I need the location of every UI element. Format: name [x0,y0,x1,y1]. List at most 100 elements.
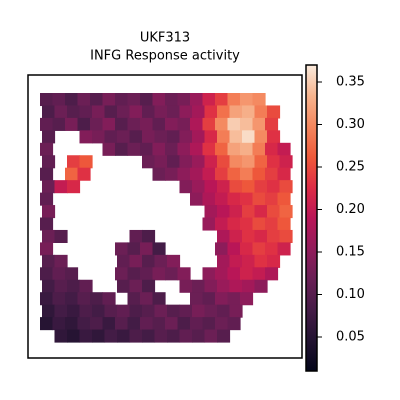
spot [154,155,168,169]
spot [117,329,131,343]
spot [152,267,166,281]
spot [204,205,218,219]
spot [229,130,243,144]
spot [142,155,156,169]
spot [190,117,204,131]
spot [254,205,268,219]
spot [90,117,104,131]
spot [90,93,104,107]
spot [217,180,231,194]
spot [229,254,243,268]
spot [165,117,179,131]
spot [79,329,93,343]
spot [242,279,256,293]
spot [202,192,216,206]
spot [177,167,191,181]
spot [104,329,118,343]
spot [40,317,54,331]
spot [54,329,68,343]
spot [240,142,254,156]
spot [65,267,79,281]
spot [127,117,141,131]
spot [67,304,81,318]
spot [117,254,131,268]
spot [202,217,216,231]
spot [92,329,106,343]
spot [227,117,241,131]
spot [127,242,141,256]
spot [217,254,231,268]
spot [179,105,193,119]
spot [40,167,54,181]
spot [267,254,281,268]
spot [152,242,166,256]
spot [92,130,106,144]
spot [115,242,129,256]
spot [154,304,168,318]
spot [102,292,116,306]
colorbar-tick-label: 0.35 [336,75,365,90]
spot [52,117,66,131]
spot [154,130,168,144]
spot [202,117,216,131]
spot [217,105,231,119]
spot [42,229,56,243]
spot [152,292,166,306]
colorbar-tick-label: 0.05 [336,330,365,345]
colorbar-tick-label: 0.20 [336,202,365,217]
spot [252,167,266,181]
spot [102,93,116,107]
spot [192,105,206,119]
spot [40,242,54,256]
spot [54,105,68,119]
spot [192,329,206,343]
spot [252,267,266,281]
spot [179,279,193,293]
spot [204,105,218,119]
spot [79,304,93,318]
spot [279,180,293,194]
spot [254,229,268,243]
spot [65,93,79,107]
spot [215,93,229,107]
spot [192,180,206,194]
spot [190,93,204,107]
spot [52,93,66,107]
spot [142,229,156,243]
spot [142,329,156,343]
spot [154,105,168,119]
spot [202,267,216,281]
spot [65,117,79,131]
spot [129,229,143,243]
spot [77,167,91,181]
spot [252,242,266,256]
spot [267,130,281,144]
spot [190,167,204,181]
spot [42,304,56,318]
spot [277,217,291,231]
spot [267,105,281,119]
spot [115,117,129,131]
spot [252,93,266,107]
spot [92,105,106,119]
spot [267,229,281,243]
spot [179,180,193,194]
spot [192,155,206,169]
spot [215,117,229,131]
spot [154,329,168,343]
spot [177,267,191,281]
spot [217,229,231,243]
spot [215,167,229,181]
spot [254,130,268,144]
spot [40,217,54,231]
spot [254,180,268,194]
spot [167,329,181,343]
spot [54,180,68,194]
chart-subtitle: INFG Response activity [90,49,240,64]
spot [79,279,93,293]
spot [252,192,266,206]
spot [240,242,254,256]
colorbar [305,64,318,372]
spot [240,93,254,107]
spot [140,292,154,306]
